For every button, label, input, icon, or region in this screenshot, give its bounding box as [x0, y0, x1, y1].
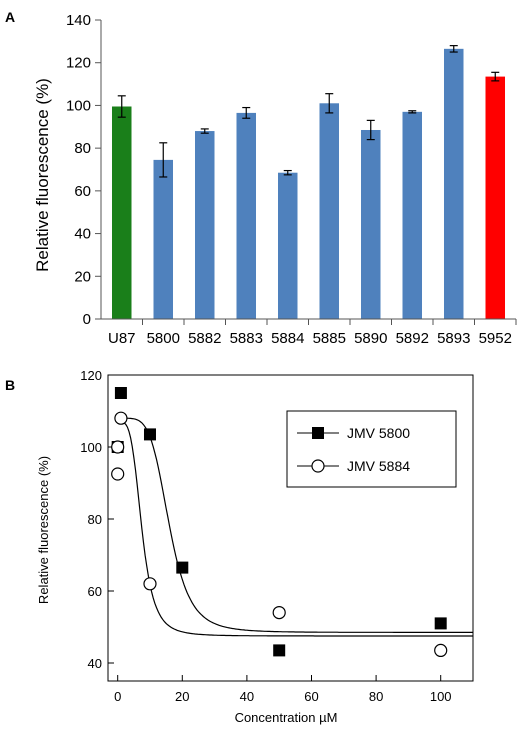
legend-box [286, 410, 457, 488]
y-tick-label: 80 [74, 140, 91, 157]
x-tick-label: 80 [369, 689, 383, 704]
data-point-jmv5884 [434, 643, 448, 658]
y-tick-label: 140 [66, 12, 91, 29]
x-tick-label: 5893 [437, 330, 470, 347]
y-tick-label: 40 [74, 226, 91, 243]
x-tick-label: 5884 [271, 330, 304, 347]
data-point-jmv5800 [114, 387, 127, 399]
panel-b-plot-frame [107, 374, 474, 682]
data-point-jmv5800 [176, 561, 189, 574]
y-tick-label: 100 [80, 440, 102, 455]
panel-b-y-axis-label: Relative fluorescence (%) [36, 456, 51, 604]
x-tick-label: 5883 [230, 330, 263, 347]
data-point-jmv5800 [143, 428, 156, 441]
x-tick-label: 40 [240, 689, 254, 704]
x-tick-label: 100 [430, 689, 452, 704]
data-point-jmv5884 [111, 440, 125, 454]
legend-marker-jmv5800 [312, 427, 324, 439]
panel-a-label: A [5, 9, 15, 25]
legend-label-jmv5800: JMV 5800 [347, 425, 410, 441]
y-tick-label: 20 [74, 268, 91, 285]
fit-curve-jmv5800 [117, 417, 473, 633]
legend-label-jmv5884: JMV 5884 [347, 458, 410, 474]
x-tick-label: 5800 [147, 330, 180, 347]
bar [360, 129, 381, 319]
y-tick-label: 80 [88, 512, 102, 527]
panel-b-label: B [5, 377, 15, 393]
y-tick-label: 120 [80, 368, 102, 383]
bar [153, 159, 174, 319]
x-tick-label: 20 [175, 689, 189, 704]
data-point-jmv5884 [111, 467, 125, 481]
data-point-jmv5800 [434, 617, 447, 630]
data-point-jmv5884 [143, 577, 157, 591]
x-tick-label: 5890 [354, 330, 387, 347]
y-tick-label: 60 [74, 183, 91, 200]
panel-b-x-axis-label: Concentration µM [235, 710, 338, 725]
bar [443, 48, 464, 319]
bar [111, 106, 132, 319]
x-tick-label: 5882 [188, 330, 221, 347]
x-tick-label: 5885 [313, 330, 346, 347]
y-tick-label: 120 [66, 55, 91, 72]
y-tick-label: 40 [88, 656, 102, 671]
y-tick-label: 0 [83, 311, 91, 328]
data-point-jmv5800 [273, 644, 286, 657]
y-tick-label: 60 [88, 584, 102, 599]
x-tick-label: 5952 [479, 330, 512, 347]
x-tick-label: 60 [304, 689, 318, 704]
bar [236, 112, 257, 320]
bar [402, 111, 423, 319]
data-point-jmv5884 [114, 411, 128, 425]
bar [485, 76, 506, 319]
x-tick-label: U87 [108, 330, 136, 347]
bar [319, 103, 340, 320]
x-tick-label: 0 [114, 689, 121, 704]
panel-a-y-axis-label: Relative fluorescence (%) [33, 78, 52, 272]
fit-curve-jmv5884 [117, 421, 473, 637]
bar [277, 172, 298, 319]
bar [194, 131, 215, 319]
y-tick-label: 100 [66, 97, 91, 114]
panel-b-dose-response-chart: B Relative fluorescence (%) Concentratio… [5, 368, 474, 725]
x-tick-label: 5892 [396, 330, 429, 347]
legend-marker-jmv5884 [311, 459, 325, 473]
data-point-jmv5884 [272, 605, 286, 620]
panel-a-bar-chart: A Relative fluorescence (%) 0 20 40 60 80 100… [5, 9, 517, 347]
panel-b-legend: JMV 5800 JMV 5884 [286, 410, 457, 488]
